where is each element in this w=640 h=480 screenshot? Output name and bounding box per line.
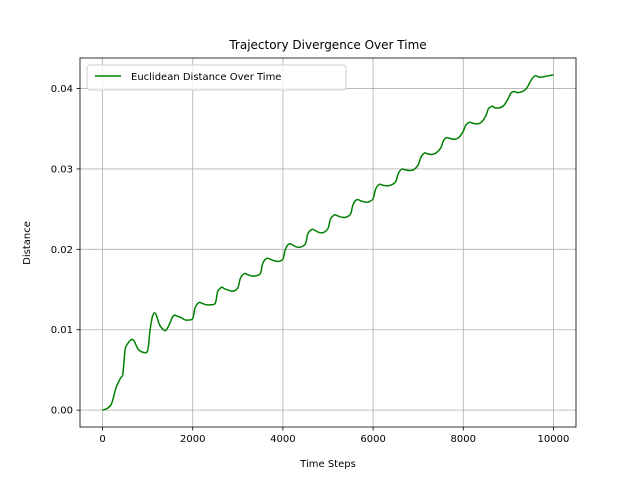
plot-frame [79,57,577,428]
x-axis-label: Time Steps [299,459,356,470]
y-tick-label: 0.02 [51,245,73,256]
x-tick-label: 6000 [360,434,385,445]
x-tick-label: 8000 [451,434,476,445]
plot-area [80,58,576,427]
y-tick-label: 0.04 [51,84,73,95]
y-tick-label: 0.03 [51,164,73,175]
x-tick-label: 0 [99,434,105,445]
legend-box [86,64,347,91]
series-layer [102,74,554,411]
legend: Euclidean Distance Over Time [86,64,347,91]
x-tick-label: 10000 [538,434,570,445]
x-tick-label: 2000 [180,434,205,445]
x-axis: 0 2000 4000 6000 8000 10000 [99,427,569,445]
y-tick-label: 0.00 [51,406,73,417]
legend-label: Euclidean Distance Over Time [131,72,281,83]
y-tick-label: 0.01 [51,325,73,336]
x-tick-label: 4000 [270,434,295,445]
y-axis-label: Distance [22,221,33,265]
series-line [102,74,554,411]
y-axis: 0.00 0.01 0.02 0.03 0.04 [51,84,80,417]
chart-title: Trajectory Divergence Over Time [228,38,426,52]
